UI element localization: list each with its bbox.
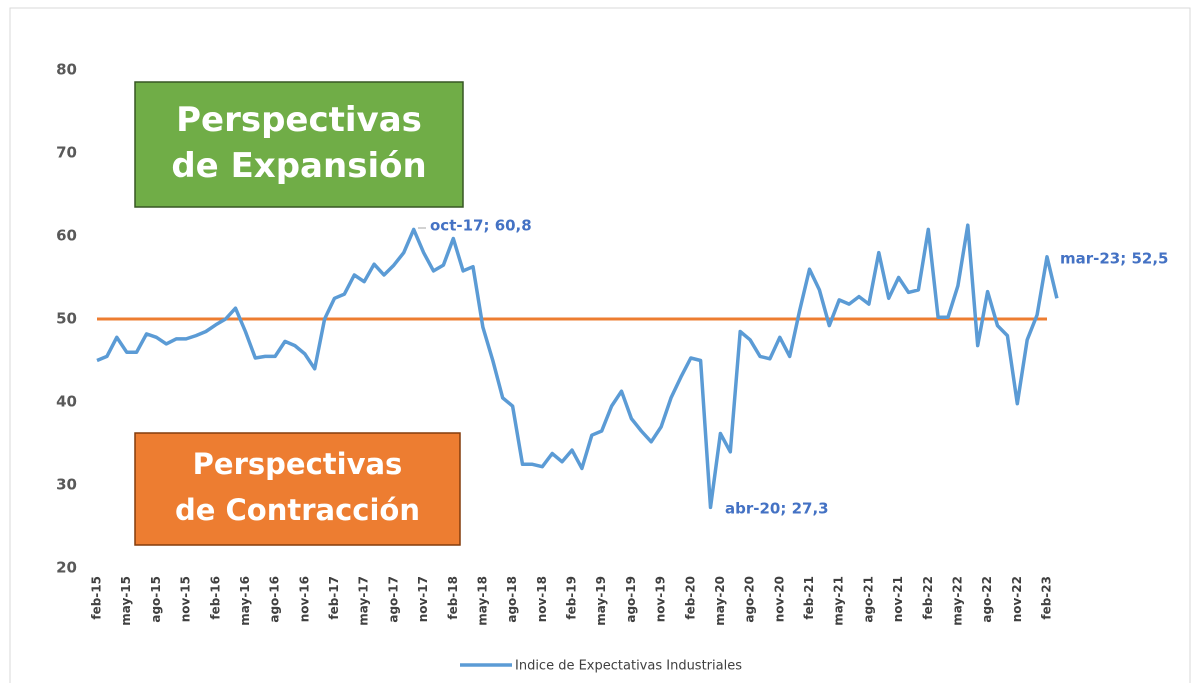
zone-box xyxy=(134,81,464,208)
x-tick-label: feb-16 xyxy=(208,576,222,620)
x-tick-label: may-15 xyxy=(119,576,133,626)
x-tick-label: may-18 xyxy=(475,576,489,626)
x-tick-label: ago-15 xyxy=(149,576,163,623)
y-tick-label: 80 xyxy=(56,61,77,79)
x-tick-label: may-16 xyxy=(238,576,252,626)
x-tick-label: feb-20 xyxy=(683,576,697,620)
x-tick-label: nov-16 xyxy=(297,576,311,622)
x-tick-label: feb-19 xyxy=(565,576,579,620)
x-tick-label: nov-22 xyxy=(1010,576,1024,622)
annotation: mar-23; 52,5 xyxy=(1060,250,1168,268)
x-tick-label: feb-21 xyxy=(802,576,816,620)
zone-label: Perspectivas xyxy=(176,100,422,140)
y-tick-label: 70 xyxy=(56,144,77,162)
x-tick-label: feb-18 xyxy=(446,576,460,620)
x-tick-label: may-19 xyxy=(594,576,608,626)
zone-label: de Contracción xyxy=(175,493,420,527)
x-tick-label: ago-19 xyxy=(624,576,638,623)
x-tick-label: may-21 xyxy=(832,576,846,626)
legend-label: Indice de Expectativas Industriales xyxy=(515,659,742,674)
x-tick-label: feb-17 xyxy=(327,576,341,620)
x-tick-label: feb-15 xyxy=(90,576,104,620)
x-tick-label: ago-20 xyxy=(743,576,757,623)
x-tick-label: nov-15 xyxy=(179,576,193,622)
x-tick-label: nov-21 xyxy=(891,576,905,622)
x-tick-label: nov-19 xyxy=(654,576,668,622)
x-tick-label: feb-23 xyxy=(1040,576,1054,620)
zone-box xyxy=(134,432,461,546)
x-tick-label: ago-17 xyxy=(386,576,400,623)
zone-label: Perspectivas xyxy=(193,447,403,481)
x-tick-label: nov-17 xyxy=(416,576,430,622)
y-tick-label: 20 xyxy=(56,559,77,577)
x-tick-label: may-22 xyxy=(950,576,964,626)
series-line xyxy=(96,223,1059,510)
x-tick-label: ago-18 xyxy=(505,576,519,623)
annotation: abr-20; 27,3 xyxy=(725,500,829,518)
x-tick-label: ago-16 xyxy=(268,576,282,623)
y-tick-label: 60 xyxy=(56,227,77,245)
x-tick-label: nov-20 xyxy=(772,576,786,622)
x-tick-label: feb-22 xyxy=(921,576,935,620)
y-tick-label: 40 xyxy=(56,393,77,411)
y-tick-label: 50 xyxy=(56,310,77,328)
zone-label: de Expansión xyxy=(171,146,426,186)
x-tick-label: may-20 xyxy=(713,576,727,626)
y-tick-label: 30 xyxy=(56,476,77,494)
x-tick-label: nov-18 xyxy=(535,576,549,622)
x-tick-label: ago-21 xyxy=(861,576,875,623)
x-tick-label: may-17 xyxy=(357,576,371,626)
x-tick-label: ago-22 xyxy=(980,576,994,623)
annotation: oct-17; 60,8 xyxy=(430,217,532,235)
chart-frame xyxy=(9,7,1191,683)
